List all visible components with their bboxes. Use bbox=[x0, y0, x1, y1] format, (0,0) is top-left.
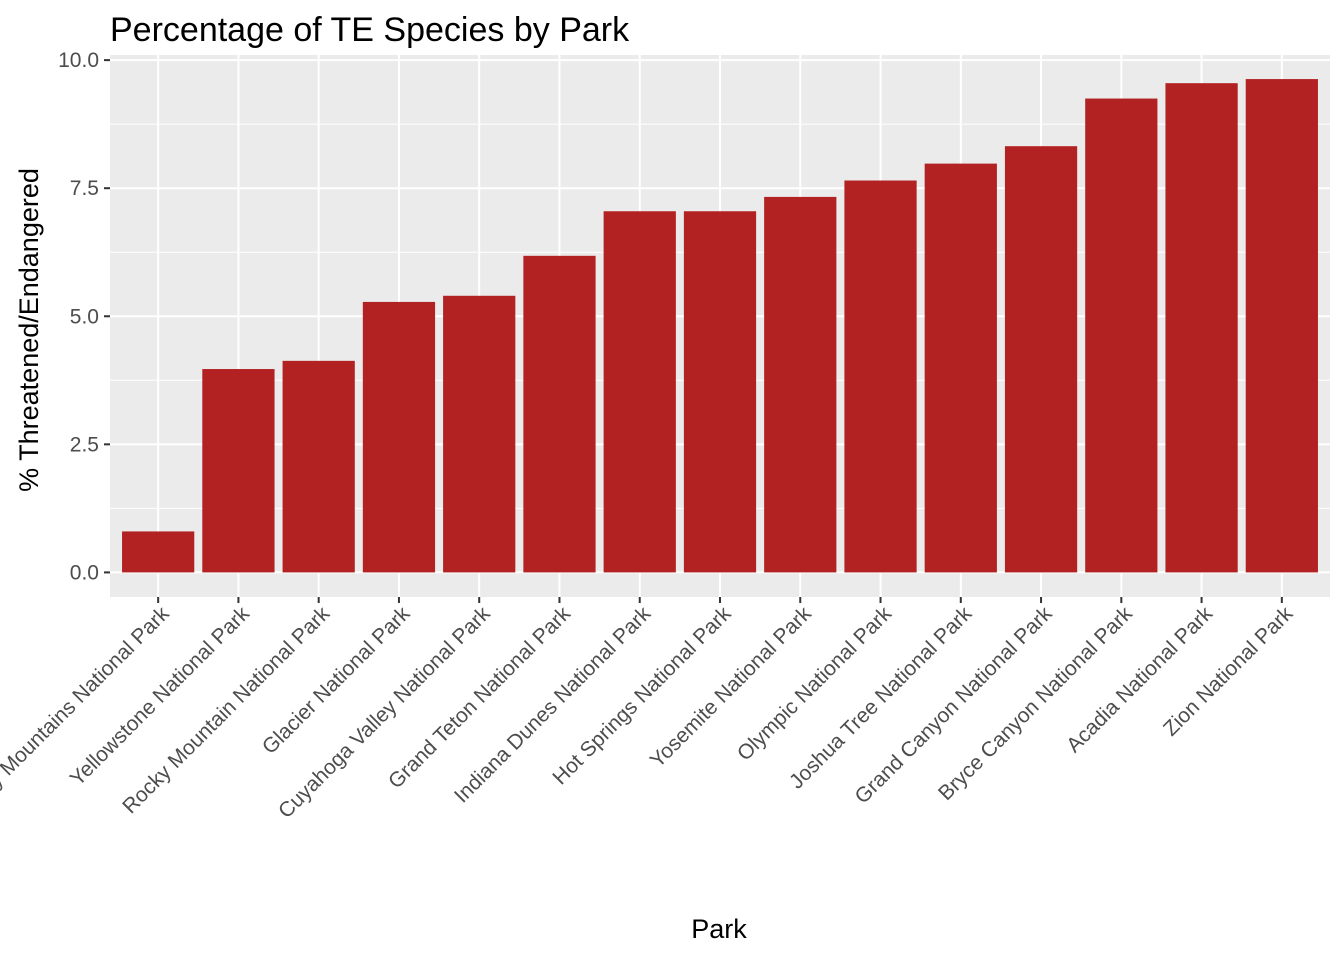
y-tick-label: 10.0 bbox=[58, 49, 99, 72]
bar bbox=[362, 301, 436, 573]
bar bbox=[282, 360, 355, 573]
y-tick-label: 5.0 bbox=[70, 305, 99, 328]
bar bbox=[844, 180, 917, 573]
y-tick-label: 7.5 bbox=[70, 177, 99, 200]
bar bbox=[1004, 146, 1078, 573]
bars bbox=[122, 79, 1318, 573]
x-tick-label: Yosemite National Park bbox=[646, 602, 816, 772]
x-axis-title: Park bbox=[691, 914, 747, 944]
x-axis: Great Smoky Mountains National ParkYello… bbox=[0, 597, 1298, 871]
bar bbox=[1165, 83, 1238, 573]
bar bbox=[603, 211, 676, 573]
bar bbox=[443, 295, 516, 573]
x-tick-label: Acadia National Park bbox=[1062, 602, 1217, 757]
y-tick-label: 2.5 bbox=[70, 433, 99, 456]
bar bbox=[523, 255, 596, 573]
bar bbox=[1085, 98, 1158, 573]
x-tick-label: Glacier National Park bbox=[258, 602, 415, 759]
bar bbox=[764, 196, 837, 573]
x-tick-label: Olympic National Park bbox=[733, 602, 897, 766]
chart-title: Percentage of TE Species by Park bbox=[110, 11, 630, 49]
y-axis: 0.0 2.5 5.0 7.5 10.0 bbox=[58, 49, 110, 584]
bar bbox=[122, 531, 195, 573]
y-axis-title: % Threatened/Endangered bbox=[14, 168, 44, 492]
x-tick-label: Great Smoky Mountains National Park bbox=[0, 602, 174, 871]
bar bbox=[1245, 79, 1318, 573]
bar bbox=[202, 369, 275, 573]
y-tick-label: 0.0 bbox=[70, 561, 99, 584]
bar bbox=[924, 163, 997, 573]
bar bbox=[683, 211, 757, 573]
